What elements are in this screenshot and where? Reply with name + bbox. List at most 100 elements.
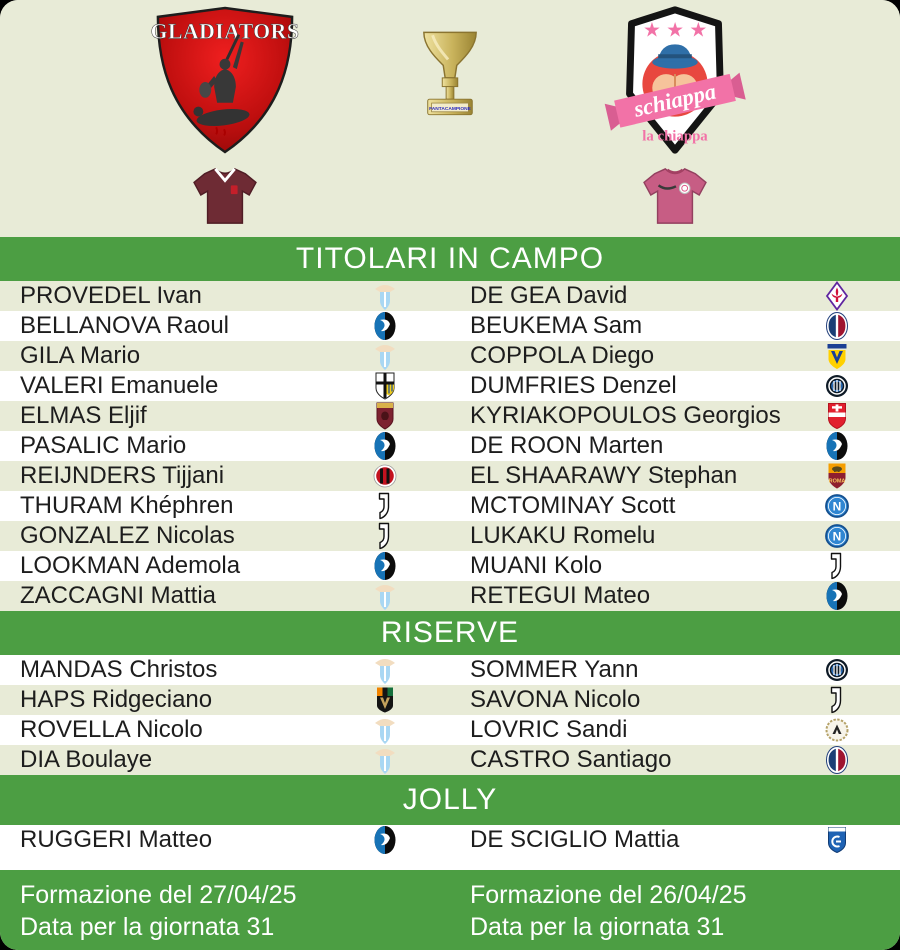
fedora-hat-icon xyxy=(652,44,698,69)
lazio-badge-icon xyxy=(360,581,410,611)
left-player-name: RUGGERI Matteo xyxy=(20,826,213,853)
left-player-name: ELMAS Eljif xyxy=(20,402,147,429)
away-matchday: Data per la giornata 31 xyxy=(470,913,725,941)
atalanta-badge-icon xyxy=(810,431,864,461)
right-player-name: DUMFRIES Denzel xyxy=(470,372,677,399)
lazio-badge-icon xyxy=(360,715,410,745)
away-formation-info: Formazione del 26/04/25 Data per la gior… xyxy=(450,879,900,950)
player-row: ELMAS Eljif KYRIAKOPOULOS Georgios xyxy=(0,401,900,431)
section-header-riserve: RISERVE xyxy=(0,611,900,655)
left-player-name: PASALIC Mario xyxy=(20,432,187,459)
svg-text:N: N xyxy=(833,530,842,544)
fiorentina-badge-icon xyxy=(810,281,864,311)
away-formation-date: Formazione del 26/04/25 xyxy=(470,881,747,909)
juventus-badge-icon xyxy=(810,551,864,581)
home-formation-info: Formazione del 27/04/25 Data per la gior… xyxy=(0,879,450,950)
trophy-container: FANTACAMPIONE xyxy=(419,26,481,127)
atalanta-badge-icon xyxy=(360,311,410,341)
right-player-name: SOMMER Yann xyxy=(470,656,639,683)
schiappa-crest-icon: ★ ★ ★ schiappa la ch xyxy=(604,6,746,154)
home-matchday: Data per la giornata 31 xyxy=(20,913,275,941)
footer: Formazione del 27/04/25 Data per la gior… xyxy=(0,870,900,950)
right-player-name: EL SHAARAWY Stephan xyxy=(470,462,738,489)
right-player-name: DE ROON Marten xyxy=(470,432,664,459)
header-banner: GLADIATORS xyxy=(0,0,900,237)
section-header-jolly: JOLLY xyxy=(0,775,900,825)
verona-badge-icon xyxy=(810,341,864,371)
left-player-name: GILA Mario xyxy=(20,342,141,369)
left-player-name: ROVELLA Nicolo xyxy=(20,716,203,743)
atalanta-badge-icon xyxy=(360,825,410,855)
roma-badge-icon: ROMA xyxy=(810,461,864,491)
juventus-badge-icon xyxy=(360,521,410,551)
fantacampione-trophy-icon: FANTACAMPIONE xyxy=(423,31,477,116)
home-jersey-crest-icon xyxy=(230,185,238,195)
stars-icon: ★ ★ ★ xyxy=(643,20,707,42)
home-jersey-icon xyxy=(193,167,257,224)
sections: TITOLARI IN CAMPO PROVEDEL Ivan DE GEA Dav… xyxy=(0,237,900,855)
inter-badge-icon xyxy=(810,655,864,685)
right-player-name: LOVRIC Sandi xyxy=(470,716,628,743)
section-title: TITOLARI IN CAMPO xyxy=(295,242,605,275)
svg-text:ROMA: ROMA xyxy=(829,479,846,485)
left-player-name: PROVEDEL Ivan xyxy=(20,282,202,309)
atalanta-badge-icon xyxy=(810,581,864,611)
home-team-name: GLADIATORS xyxy=(151,20,299,44)
away-team-subtitle: la chiappa xyxy=(642,128,708,144)
away-jersey-crest-icon xyxy=(678,182,691,195)
left-player-name: VALERI Emanuele xyxy=(20,372,219,399)
right-player-name: COPPOLA Diego xyxy=(470,342,655,369)
milan-badge-icon xyxy=(360,461,410,491)
left-player-name: REIJNDERS Tijjani xyxy=(20,462,225,489)
parma-badge-icon xyxy=(360,371,410,401)
player-row: PASALIC Mario DE ROON Marten xyxy=(0,431,900,461)
right-player-name: KYRIAKOPOULOS Georgios xyxy=(470,402,781,429)
player-row: RUGGERI Matteo DE SCIGLIO Mattia xyxy=(0,825,900,855)
player-row: VALERI Emanuele DUMFRIES Denzel xyxy=(0,371,900,401)
footer-gap xyxy=(0,855,900,870)
monza-badge-icon xyxy=(810,401,864,431)
atalanta-badge-icon xyxy=(360,551,410,581)
right-player-name: MCTOMINAY Scott xyxy=(470,492,676,519)
player-row: ZACCAGNI Mattia RETEGUI Mateo xyxy=(0,581,900,611)
player-row: DIA Boulaye CASTRO Santiago xyxy=(0,745,900,775)
right-player-name: SAVONA Nicolo xyxy=(470,686,641,713)
right-player-name: CASTRO Santiago xyxy=(470,746,672,773)
right-player-name: DE GEA David xyxy=(470,282,628,309)
section-header-titolari-in-campo: TITOLARI IN CAMPO xyxy=(0,237,900,281)
home-formation-date: Formazione del 27/04/25 xyxy=(20,881,297,909)
lazio-badge-icon xyxy=(360,341,410,371)
torino-badge-icon xyxy=(360,401,410,431)
atalanta-badge-icon xyxy=(360,431,410,461)
right-player-name: LUKAKU Romelu xyxy=(470,522,656,549)
juventus-badge-icon xyxy=(360,491,410,521)
lazio-badge-icon xyxy=(360,745,410,775)
left-player-name: LOOKMAN Ademola xyxy=(20,552,241,579)
player-row: HAPS Ridgeciano SAVONA Nicolo xyxy=(0,685,900,715)
left-player-name: GONZALEZ Nicolas xyxy=(20,522,235,549)
right-player-name: MUANI Kolo xyxy=(470,552,603,579)
player-row: MANDAS Christos SOMMER Yann xyxy=(0,655,900,685)
left-player-name: ZACCAGNI Mattia xyxy=(20,582,217,609)
section-title: JOLLY xyxy=(402,783,498,816)
player-row: GILA Mario COPPOLA Diego xyxy=(0,341,900,371)
away-jersey-icon xyxy=(643,168,707,224)
section-title: RISERVE xyxy=(380,616,520,649)
napoli-badge-icon: N xyxy=(810,521,864,551)
left-player-name: DIA Boulaye xyxy=(20,746,153,773)
lazio-badge-icon xyxy=(360,281,410,311)
trophy-plaque-label: FANTACAMPIONE xyxy=(429,106,472,112)
away-team-column: ★ ★ ★ schiappa la ch xyxy=(450,0,900,237)
inter-badge-icon xyxy=(810,371,864,401)
player-row: LOOKMAN Ademola MUANI Kolo xyxy=(0,551,900,581)
right-player-name: RETEGUI Mateo xyxy=(470,582,651,609)
player-row: BELLANOVA Raoul BEUKEMA Sam xyxy=(0,311,900,341)
gladiators-crest-icon: GLADIATORS xyxy=(151,6,299,154)
player-row: THURAM Khéphren MCTOMINAY Scott N xyxy=(0,491,900,521)
gladiator-figure-icon xyxy=(193,33,250,136)
player-row: PROVEDEL Ivan DE GEA David xyxy=(0,281,900,311)
player-row: ROVELLA Nicolo LOVRIC Sandi xyxy=(0,715,900,745)
udinese-badge-icon xyxy=(810,715,864,745)
napoli-badge-icon: N xyxy=(810,491,864,521)
